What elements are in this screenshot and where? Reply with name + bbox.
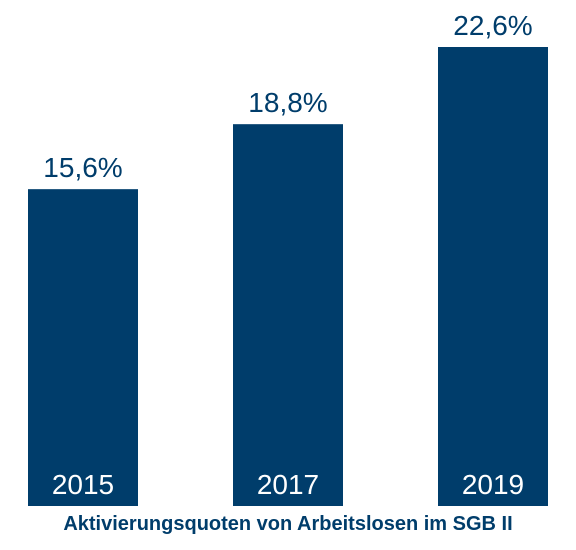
value-labels-group: 15,6% 18,8% 22,6% <box>43 10 532 183</box>
bar-2017 <box>233 124 343 506</box>
bars-group <box>28 47 548 506</box>
category-label-2017: 2017 <box>257 469 319 500</box>
category-labels-group: 2015 2017 2019 <box>52 469 524 500</box>
value-label-2015: 15,6% <box>43 152 122 183</box>
bar-2015 <box>28 189 138 506</box>
value-label-2017: 18,8% <box>248 87 327 118</box>
chart-title: Aktivierungsquoten von Arbeitslosen im S… <box>63 513 513 535</box>
category-label-2015: 2015 <box>52 469 114 500</box>
category-label-2019: 2019 <box>462 469 524 500</box>
bar-2019 <box>438 47 548 506</box>
value-label-2019: 22,6% <box>453 10 532 41</box>
